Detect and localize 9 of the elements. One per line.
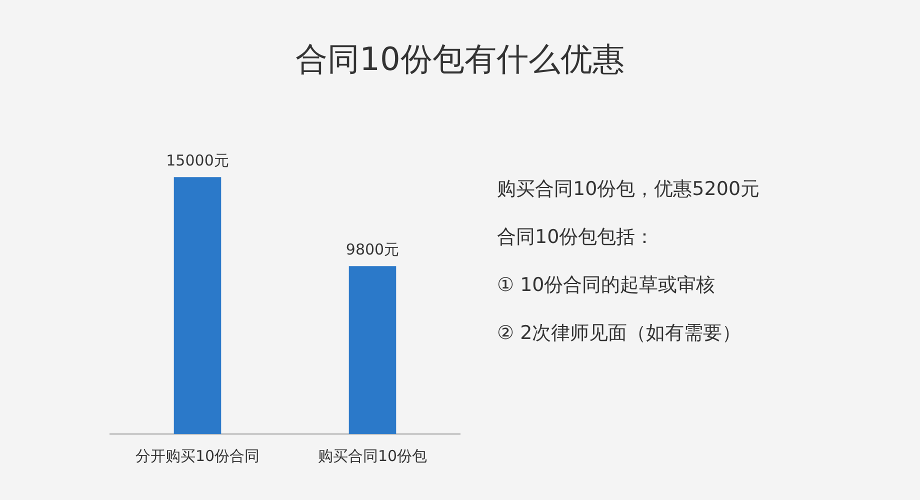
text: ② 2次律师见面（如有需要） (497, 321, 742, 346)
text: ① 10份合同的起草或审核 (497, 273, 716, 298)
data-label: 9800元 (346, 240, 400, 259)
text: 合同10份包包括： (497, 225, 656, 250)
text: 购买合同10份包，优惠5200元 (497, 177, 760, 202)
chart-title: 合同10份包有什么优惠 (294, 39, 626, 80)
x-tick-label: 分开购买10份合同 (135, 446, 260, 465)
x-tick-label: 购买合同10份包 (318, 446, 428, 465)
data-label: 15000元 (166, 152, 229, 170)
